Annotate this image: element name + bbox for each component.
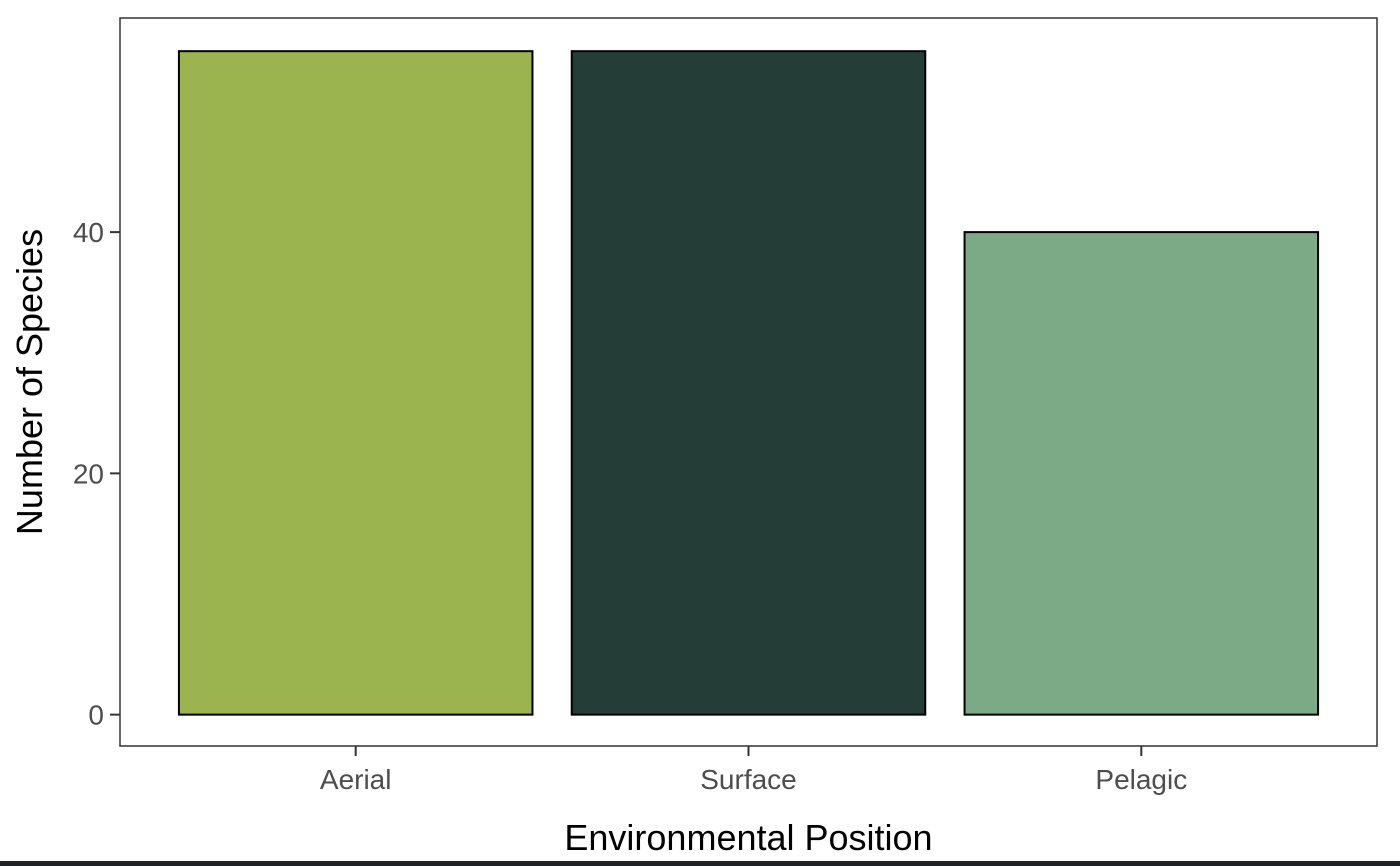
y-axis: 0 20 40 (73, 217, 120, 731)
x-axis: Aerial Surface Pelagic (320, 746, 1187, 795)
bar-aerial (177, 50, 534, 716)
y-axis-title: Number of Species (9, 229, 50, 535)
y-tick-label-0: 0 (88, 700, 104, 731)
bar-surface (570, 50, 927, 716)
bars-group (177, 50, 1320, 716)
x-tick-label-pelagic: Pelagic (1095, 764, 1187, 795)
x-tick-label-surface: Surface (700, 764, 797, 795)
y-tick-label-20: 20 (73, 458, 104, 489)
x-axis-title: Environmental Position (564, 817, 932, 858)
bar-pelagic (963, 231, 1320, 716)
y-tick-label-40: 40 (73, 217, 104, 248)
x-tick-label-aerial: Aerial (320, 764, 392, 795)
window-bottom-edge (0, 861, 1400, 866)
